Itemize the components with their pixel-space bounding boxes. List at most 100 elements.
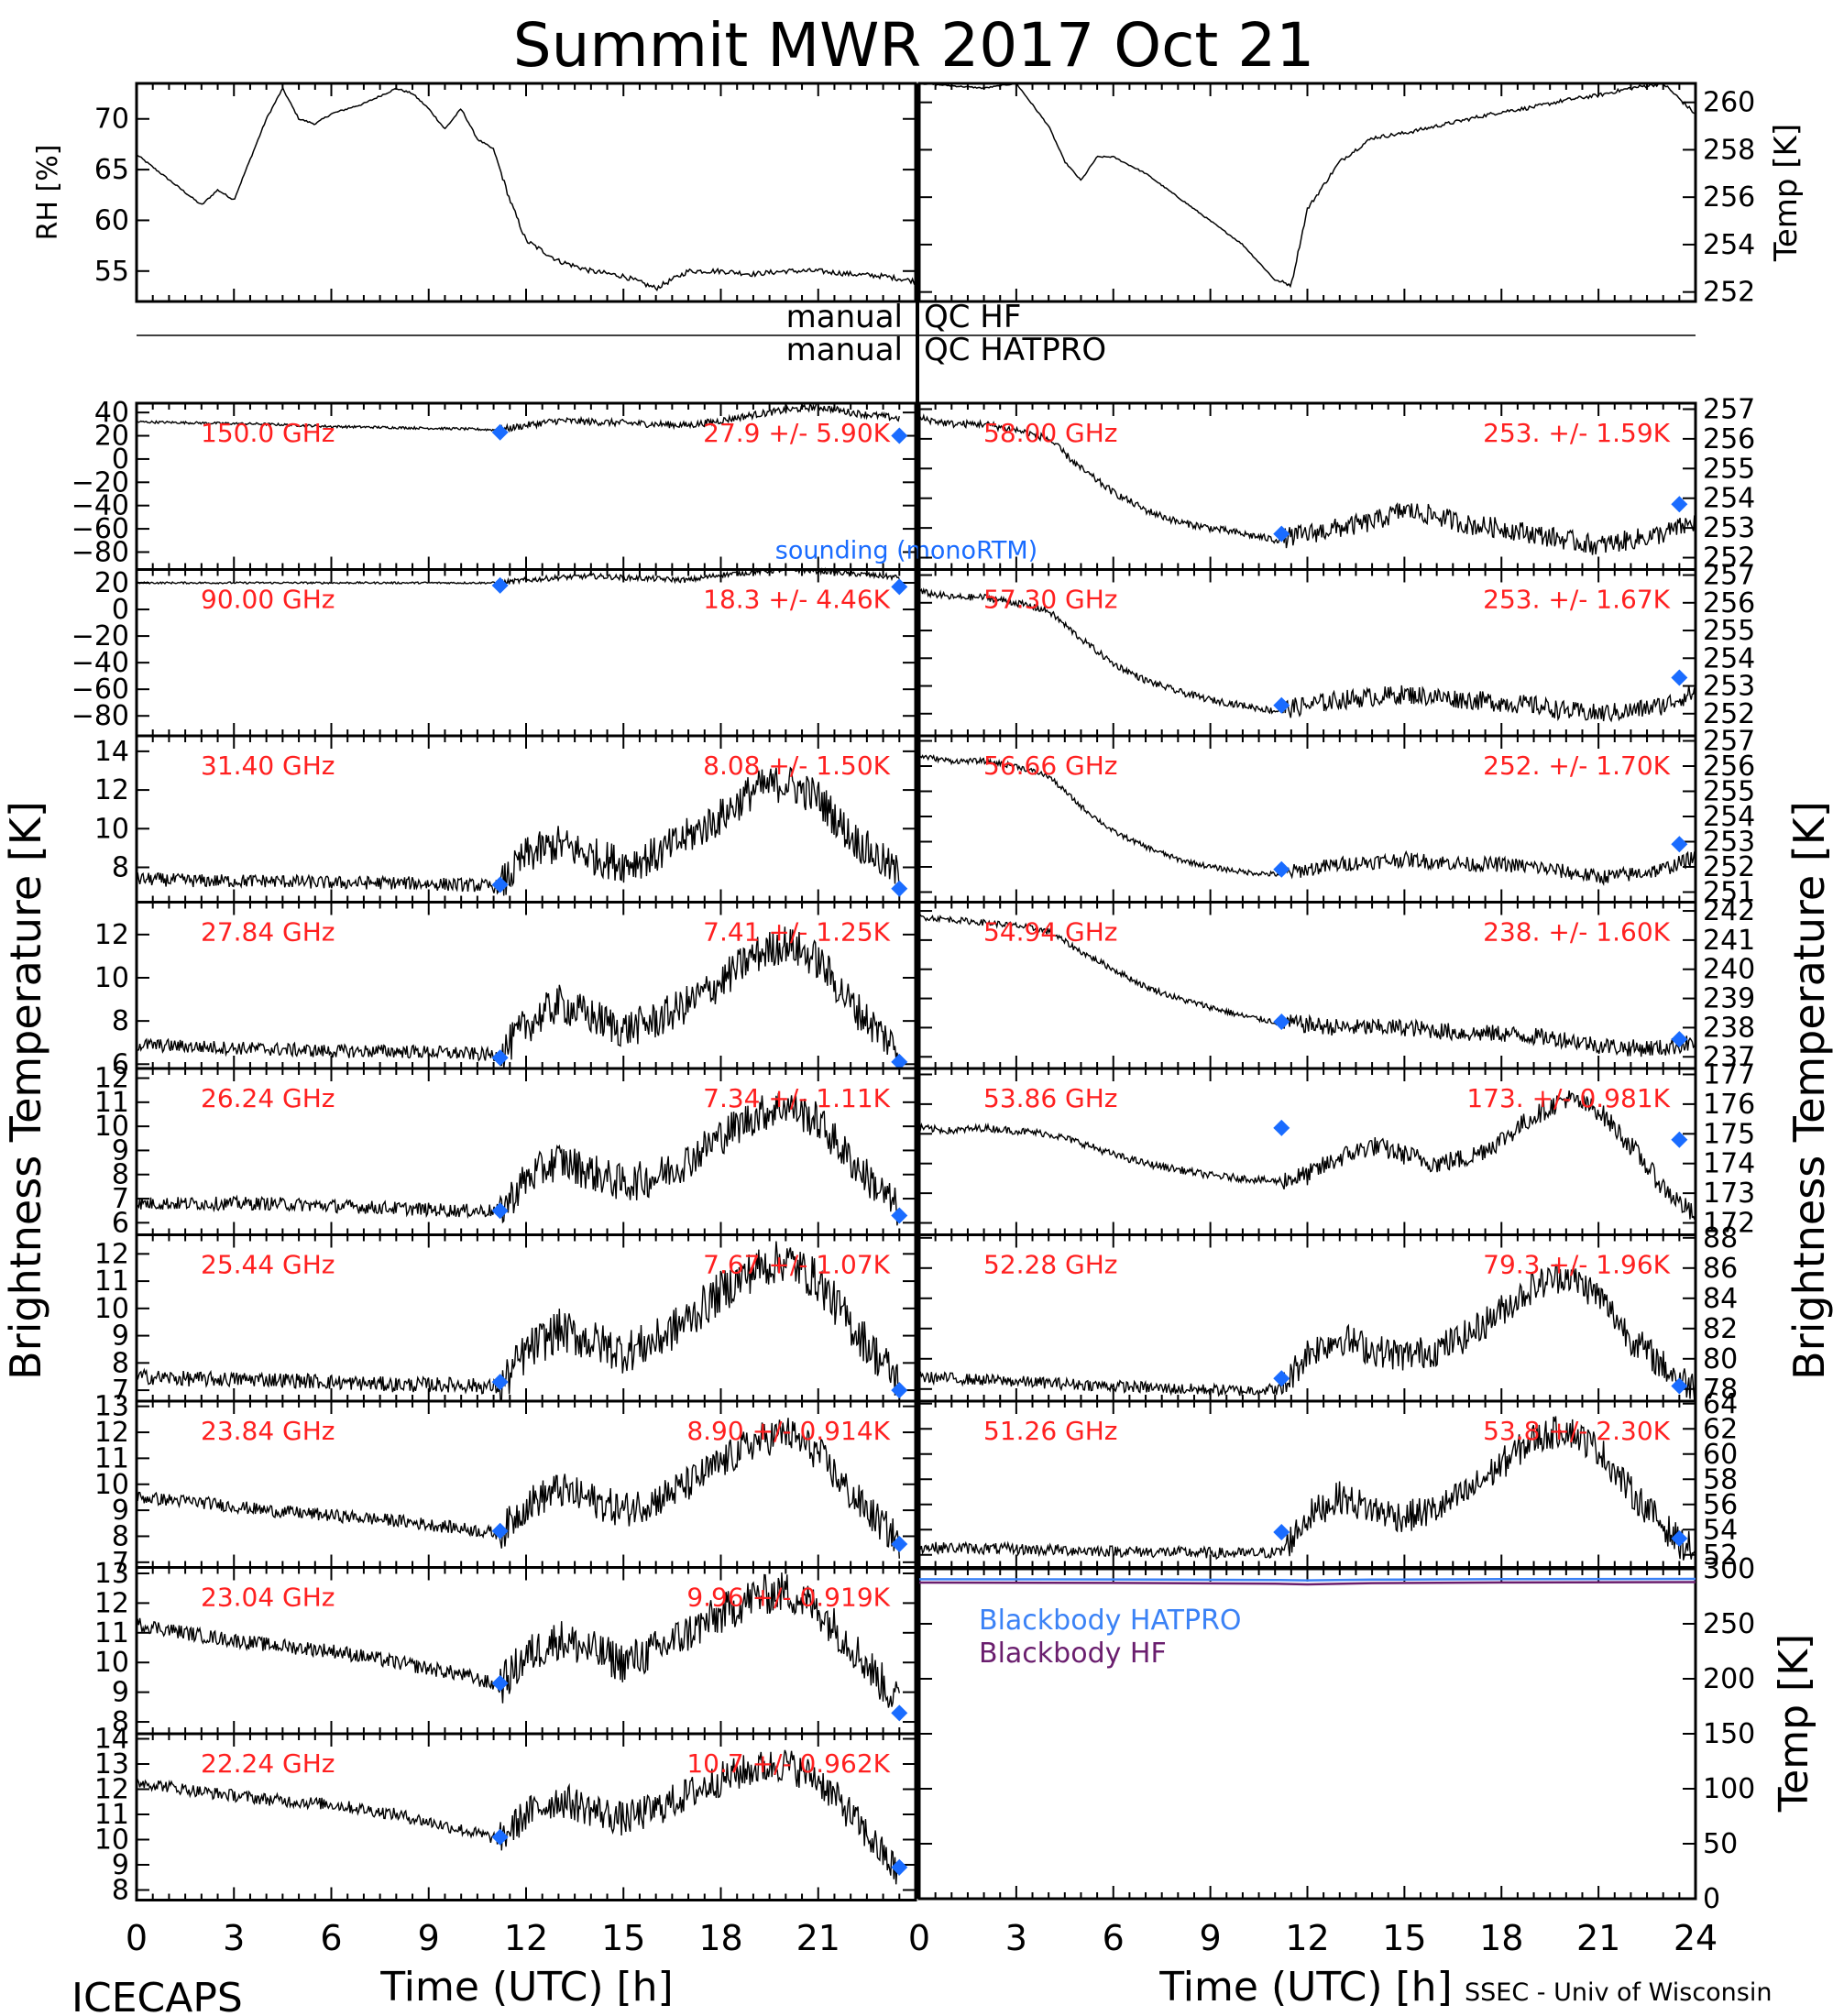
blackbody-panel: 0 50 100 150 200 250 300 Blackbody HATPRO Blac… (917, 1553, 1817, 1915)
x-ticklabel: 6 (1103, 1918, 1125, 1958)
y-ticklabel: 84 (1703, 1283, 1738, 1315)
y-ticklabel: 58 (1703, 1463, 1738, 1496)
x-ticklabel: 24 (1674, 1918, 1718, 1958)
y-ticklabel: −60 (71, 513, 129, 545)
sounding-point (491, 1674, 509, 1692)
channel-stat: 8.08 +/- 1.50K (703, 751, 890, 781)
y-ticklabel: 12 (94, 1774, 129, 1806)
y-ticklabel: 256 (1703, 181, 1755, 214)
y-ticklabel: 78 (1703, 1374, 1738, 1406)
y-ticklabel: −80 (71, 536, 129, 568)
y-ticklabel: 252 (1703, 542, 1755, 575)
y-ticklabel: 8 (112, 1005, 129, 1037)
y-ticklabel: 20 (94, 567, 129, 599)
channel-stat: 253. +/- 1.67K (1483, 585, 1670, 615)
channel-stat: 79.3 +/- 1.96K (1483, 1250, 1670, 1280)
y-ticklabel: 176 (1703, 1089, 1755, 1121)
y-ticklabel: 255 (1703, 776, 1755, 808)
blackbody-axis-label: Temp [K] (1771, 1634, 1817, 1813)
x-ticklabel: 0 (908, 1918, 930, 1958)
y-ticklabel: 10 (94, 813, 129, 845)
y-ticklabel: 12 (94, 1417, 129, 1449)
y-ticklabel: 9 (112, 1134, 129, 1167)
left-axis-label: Brightness Temperature [K] (1, 801, 50, 1380)
sounding-point (491, 1828, 509, 1846)
y-ticklabel: 13 (94, 1558, 129, 1590)
y-ticklabel: −80 (71, 700, 129, 732)
y-ticklabel: 260 (1703, 87, 1755, 119)
panel-ch_27: 6 8 10 12 27.84 GHz 7.41 +/- 1.25K (94, 901, 917, 1080)
y-ticklabel: 255 (1703, 453, 1755, 485)
sounding-point (491, 1202, 509, 1220)
y-ticklabel: 6 (112, 1207, 129, 1239)
sounding-point (1671, 1131, 1688, 1148)
y-ticklabel: 172 (1703, 1208, 1755, 1240)
y-ticklabel: 253 (1703, 671, 1755, 703)
rh-panel: 55 60 65 70 RH [%] (32, 82, 917, 303)
y-ticklabel: 8 (112, 1520, 129, 1552)
y-ticklabel: −20 (71, 466, 129, 499)
y-ticklabel: 86 (1703, 1253, 1738, 1285)
y-ticklabel: 300 (1703, 1553, 1755, 1585)
channel-stat: 253. +/- 1.59K (1483, 418, 1670, 448)
y-ticklabel: 252 (1703, 277, 1755, 309)
y-ticklabel: 12 (94, 1587, 129, 1619)
y-ticklabel: −60 (71, 674, 129, 706)
sounding-point (1273, 1524, 1290, 1540)
sounding-point (1273, 696, 1290, 714)
x-ticklabel: 6 (320, 1918, 342, 1958)
sounding-point (891, 1053, 908, 1070)
x-ticklabel: 9 (418, 1918, 440, 1958)
x-ticklabel: 12 (504, 1918, 548, 1958)
sounding-point (491, 876, 509, 893)
channel-frequency: 56.66 GHz (983, 751, 1118, 781)
sounding-point (1671, 669, 1688, 686)
y-ticklabel: 257 (1703, 560, 1755, 592)
y-ticklabel: 250 (1703, 1608, 1755, 1640)
y-ticklabel: 55 (94, 256, 129, 288)
sounding-point (1671, 836, 1688, 853)
y-ticklabel: 150 (1703, 1718, 1755, 1750)
y-ticklabel: 9 (112, 1320, 129, 1353)
legend-blackbody-hatpro: Blackbody HATPRO (979, 1605, 1242, 1637)
x-ticklabel: 9 (1200, 1918, 1222, 1958)
y-ticklabel: 0 (112, 594, 129, 626)
channel-frequency: 53.86 GHz (983, 1083, 1118, 1113)
sounding-point (491, 423, 509, 441)
qc-manual-hf: manual (786, 299, 903, 335)
y-ticklabel: 10 (94, 962, 129, 994)
y-ticklabel: 13 (94, 1391, 129, 1423)
y-ticklabel: 256 (1703, 751, 1755, 783)
y-ticklabel: −40 (71, 647, 129, 679)
qc-hf-label: QC HF (924, 299, 1021, 335)
chart-title: Summit MWR 2017 Oct 21 (513, 10, 1315, 81)
channel-frequency: 25.44 GHz (201, 1250, 335, 1280)
y-ticklabel: 254 (1703, 229, 1755, 261)
x-axis-label-right: Time (UTC) [h] (1158, 1964, 1452, 2011)
y-ticklabel: 239 (1703, 983, 1755, 1015)
sounding-point (491, 1049, 509, 1067)
channel-frequency: 90.00 GHz (201, 585, 335, 615)
sounding-point (891, 1535, 908, 1552)
channel-line (918, 412, 1696, 555)
y-ticklabel: 8 (112, 1706, 129, 1738)
y-ticklabel: 62 (1703, 1413, 1738, 1445)
sounding-point (1273, 1119, 1290, 1136)
y-ticklabel: −40 (71, 490, 129, 522)
y-ticklabel: 12 (94, 1238, 129, 1270)
y-ticklabel: 8 (112, 1875, 129, 1907)
sounding-point (891, 1382, 908, 1399)
channel-stat: 7.41 +/- 1.25K (703, 917, 890, 948)
y-ticklabel: 177 (1703, 1058, 1755, 1090)
right-axis-label: Brightness Temperature [K] (1784, 801, 1833, 1380)
y-ticklabel: 88 (1703, 1222, 1738, 1255)
sounding-point (1671, 1529, 1688, 1547)
